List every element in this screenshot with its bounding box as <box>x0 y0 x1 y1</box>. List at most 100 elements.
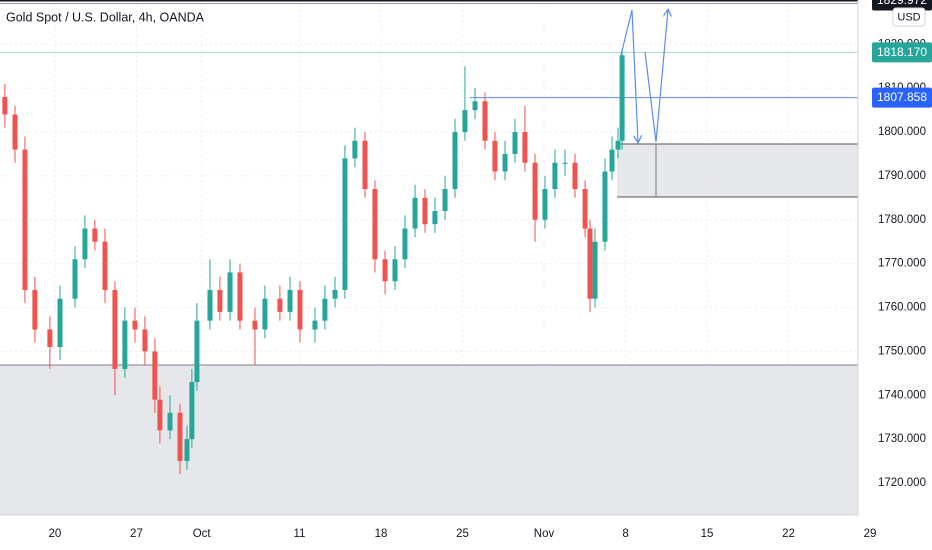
candle-body <box>152 351 158 400</box>
candle-body <box>167 412 173 431</box>
levels <box>0 0 858 99</box>
candle-body <box>217 289 223 312</box>
x-tick-label: 11 <box>293 528 305 540</box>
x-tick-label: 25 <box>456 528 469 540</box>
y-tick-label: 1790.000 <box>878 170 926 182</box>
x-tick-label: Nov <box>534 528 555 540</box>
x-tick-label: 20 <box>49 528 62 540</box>
candle-body <box>462 110 468 133</box>
candle-body <box>422 197 428 225</box>
candle-body <box>157 399 163 431</box>
candle-body <box>227 272 233 312</box>
candle-body <box>112 289 118 369</box>
candle-body <box>72 259 78 299</box>
y-tick-label: 1750.000 <box>878 345 926 357</box>
candle-body <box>189 382 195 440</box>
candle-body <box>532 162 538 220</box>
candle-body <box>342 158 348 290</box>
x-tick-label: 27 <box>130 528 143 540</box>
candle-body <box>262 298 268 330</box>
candle-body <box>482 101 488 141</box>
candle-body <box>609 149 615 172</box>
currency-badge[interactable] <box>892 7 926 27</box>
candle-body <box>207 289 213 321</box>
x-tick-label: 29 <box>864 528 877 540</box>
candle-body <box>312 320 318 330</box>
candle-body <box>177 412 183 462</box>
y-tick-label: 1720.000 <box>878 477 926 489</box>
candle-body <box>412 197 418 229</box>
candle-body <box>132 320 138 330</box>
candle-body <box>287 289 293 312</box>
candle-body <box>382 259 388 282</box>
y-tick-label: 1740.000 <box>878 389 926 401</box>
candle-body <box>277 298 283 312</box>
candle-body <box>442 189 448 212</box>
candle-body <box>332 289 338 299</box>
candle-body <box>297 289 303 330</box>
price-tag-label: 1818.170 <box>877 45 927 59</box>
y-tick-label: 1780.000 <box>878 214 926 226</box>
candle-body <box>12 114 18 150</box>
candle-body <box>184 439 190 462</box>
candle-body <box>615 140 621 150</box>
candle-body <box>237 272 243 321</box>
candle-body <box>452 132 458 190</box>
candle-body <box>552 162 558 190</box>
candle-body <box>572 162 578 190</box>
candle-body <box>542 189 548 220</box>
y-tick-label: 1770.000 <box>878 258 926 270</box>
price-tag-label: 1807.858 <box>877 90 927 104</box>
candle-body <box>432 211 438 225</box>
currency-label: USD <box>897 11 920 23</box>
target-box <box>617 144 858 197</box>
price-tag-label: 1829.972 <box>877 0 927 7</box>
candle-body <box>362 140 368 190</box>
candle-body <box>402 228 408 260</box>
price-tag <box>872 42 932 63</box>
candle-body <box>322 298 328 321</box>
candle-body <box>592 241 598 299</box>
candle-body <box>492 140 498 172</box>
candle-body <box>472 101 478 111</box>
y-tick-label: 1760.000 <box>878 302 926 314</box>
x-tick-label: 8 <box>622 528 628 540</box>
candle-body <box>92 228 98 242</box>
candle-body <box>2 96 8 115</box>
candle-body <box>587 228 593 299</box>
price-tag <box>872 87 932 108</box>
candle-body <box>194 320 200 383</box>
projection-arrow <box>644 10 668 143</box>
candle-body <box>602 171 608 242</box>
y-tick-label: 1800.000 <box>878 126 926 138</box>
x-tick-label: 22 <box>782 528 795 540</box>
candles <box>2 48 625 475</box>
candle-body <box>102 241 108 290</box>
price-tags: 1829.972 1818.170 1807.858 <box>872 0 932 108</box>
candle-body <box>142 329 148 352</box>
x-tick-label: 18 <box>375 528 388 540</box>
candle-body <box>562 162 568 164</box>
candle-body <box>32 289 38 330</box>
candle-body <box>372 189 378 260</box>
support-zone <box>0 365 858 515</box>
chart-title: Gold Spot / U.S. Dollar, 4h, OANDA <box>6 10 205 24</box>
candle-body <box>502 153 508 172</box>
candle-body <box>392 259 398 282</box>
y-tick-label: 1730.000 <box>878 433 926 445</box>
x-tick-label: Oct <box>193 528 212 540</box>
candle-body <box>352 140 358 159</box>
projection-arrow <box>620 9 638 142</box>
candle-body <box>582 189 588 229</box>
candle-body <box>22 149 28 290</box>
candle-body <box>82 228 88 260</box>
x-tick-label: 15 <box>701 528 714 540</box>
candle-body <box>252 320 258 330</box>
candle-body <box>47 329 53 347</box>
candle-body <box>619 55 625 141</box>
candle-body <box>522 132 528 163</box>
candle-body <box>512 132 518 154</box>
candle-body <box>122 320 128 369</box>
candle-body <box>57 298 63 347</box>
